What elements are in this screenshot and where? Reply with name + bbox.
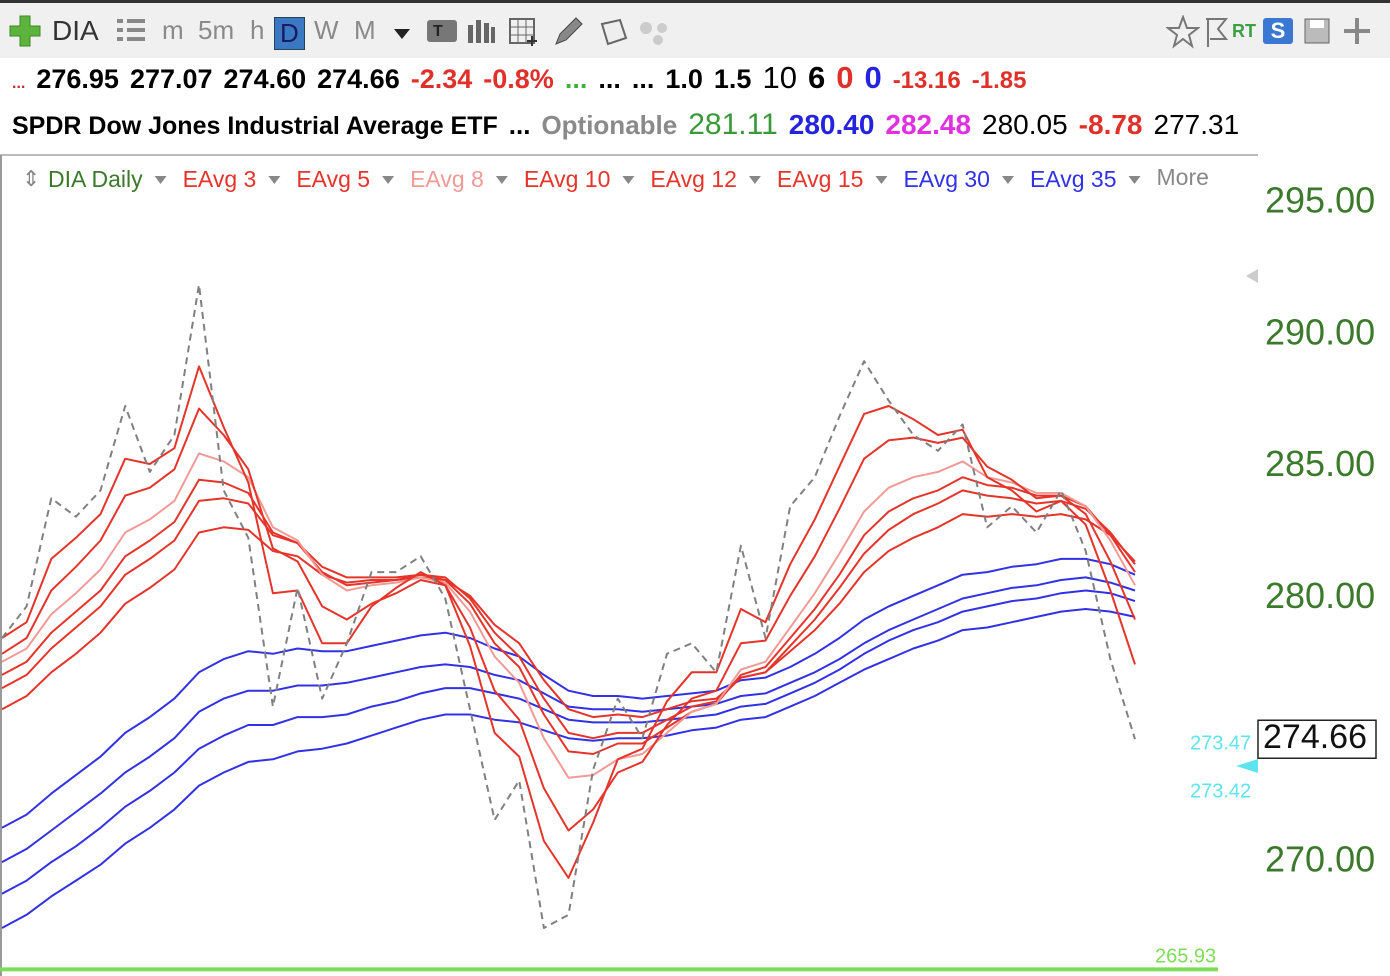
price-arrow [1236,759,1258,773]
scroll-marker [1246,269,1258,283]
move-icon[interactable] [1342,16,1372,48]
legend-caret [1128,176,1141,184]
quote-field: 277.31 [1153,109,1240,140]
legend-caret [622,176,635,184]
quote-field: 0 [836,60,854,95]
interval-button[interactable]: 5m [198,15,235,45]
interval-button-selected[interactable]: D [274,17,305,50]
average-line [1,589,1136,895]
legend-caret [495,176,508,184]
quote-field: 282.48 [885,109,972,140]
legend-caret [268,176,281,184]
quote-field: 281.11 [688,108,778,141]
s-button[interactable]: S [1263,18,1293,44]
pencil-icon[interactable] [552,16,584,48]
list-icon[interactable] [115,16,147,46]
legend-more[interactable]: More [1157,164,1209,190]
legend-entry[interactable]: EAvg 15 [777,166,864,192]
symbol[interactable]: DIA [52,15,99,46]
price-label: 273.47 [1190,732,1251,754]
quote-row: ... 276.95 277.07 274.60 274.66 -2.34 -0… [12,60,1026,100]
legend-entry[interactable]: EAvg 10 [524,166,611,192]
quote-row: SPDR Dow Jones Industrial Average ETF ..… [12,108,1239,148]
average-line [1,608,1136,929]
legend-entry[interactable]: EAvg 5 [296,166,370,192]
bars-icon[interactable] [466,17,496,47]
note-icon[interactable] [598,16,630,48]
legend-entry[interactable]: DIA Daily [48,166,143,192]
quote-field: 277.07 [129,64,213,94]
quote-field: ... [508,110,531,140]
legend-entry[interactable]: EAvg 30 [903,166,990,192]
table-icon[interactable] [508,16,540,48]
average-line [1,476,1136,755]
average-line [1,557,1136,829]
text-tool-icon[interactable]: T [426,17,460,47]
quote-field: -0.8% [483,64,554,94]
legend-caret [154,176,167,184]
legend-entry[interactable]: EAvg 3 [183,166,257,192]
average-line [1,365,1136,879]
quote-field: 280.40 [788,109,875,140]
quote-field: 10 [762,60,797,95]
quote-field: -1.85 [971,67,1027,94]
quote-field: 0 [864,60,882,95]
y-tick-label: 285.00 [1265,443,1375,484]
y-tick-label: 290.00 [1265,311,1375,352]
interval-button[interactable]: W [314,15,339,45]
interval-button[interactable]: M [354,15,376,45]
flag-icon[interactable] [1202,15,1230,49]
quote-field: -8.78 [1078,109,1143,140]
quote-field: 6 [807,60,826,95]
average-line [1,489,1136,740]
quote-field: 276.95 [36,64,119,94]
y-tick-label: 270.00 [1265,839,1375,880]
rt-label[interactable]: RT [1232,21,1256,41]
svg-text:T: T [433,23,443,40]
quote-field: 1.5 [713,64,752,94]
interval-button[interactable]: h [250,15,265,45]
average-line [1,407,1136,832]
security-name: SPDR Dow Jones Industrial Average ETF [12,112,498,140]
y-tick-label: 280.00 [1265,575,1375,616]
quote-field: ... [598,64,621,94]
y-tick-label: 295.00 [1265,179,1375,220]
legend-entry[interactable]: EAvg 12 [650,166,737,192]
legend-entry[interactable]: EAvg 35 [1030,166,1117,192]
dots-icon[interactable] [638,16,678,48]
dropdown-icon[interactable] [392,27,412,41]
average-line [1,513,1136,719]
quote-field: 1.0 [665,64,703,94]
interval-button[interactable]: m [162,15,184,45]
quote-field: -13.16 [892,67,961,94]
low-price-label: 265.93 [1155,946,1216,968]
legend-caret [748,176,761,184]
legend-caret [875,176,888,184]
legend-caret [1001,176,1014,184]
price-line [1,283,1136,929]
quote-field: ... [564,64,588,94]
price-label: 273.42 [1190,780,1251,802]
quote-field: -2.34 [410,64,473,94]
quote-field: 274.66 [317,64,400,94]
quote-field: ... [12,75,26,92]
average-line [1,576,1136,863]
legend-caret [382,176,395,184]
legend-entry[interactable]: EAvg 8 [410,166,484,192]
average-line [1,452,1136,779]
add-icon[interactable] [8,14,42,48]
last-price-box [1257,719,1377,759]
legend-handle: ⇕ [22,166,40,191]
quote-field: Optionable [541,110,678,140]
quote-field: 274.60 [223,64,307,94]
star-icon[interactable] [1166,15,1200,49]
last-price-label: 274.66 [1263,718,1367,756]
save-icon[interactable] [1302,16,1332,48]
quote-field: ... [631,64,655,94]
quote-field: 280.05 [982,109,1068,140]
toolbar: DIA m 5m h D W M T RT S [0,0,1390,58]
